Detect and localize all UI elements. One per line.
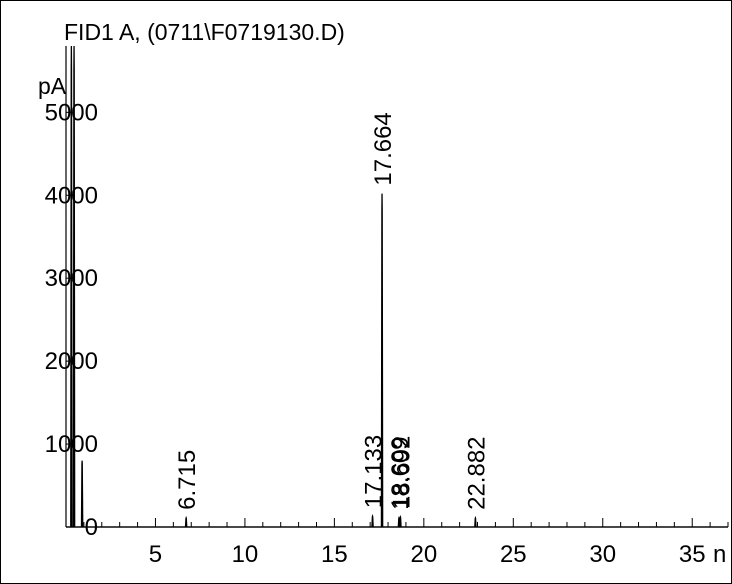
x-tick-label: 10 [232, 541, 259, 568]
x-ticks: 5 10 15 20 25 30 35 [83, 518, 729, 568]
y-axis-label: pA [38, 73, 67, 99]
peak-label: 22.882 [463, 436, 490, 509]
signal-trace [66, 45, 728, 528]
x-tick-label: 35 [679, 541, 706, 568]
peak-label: 18.609 [387, 436, 414, 509]
peak-label: 17.133 [361, 435, 388, 508]
peak-label: 6.715 [174, 450, 201, 510]
x-axis-unit-fragment: n [713, 541, 726, 568]
x-tick-label: 25 [500, 541, 527, 568]
x-tick-label: 20 [410, 541, 437, 568]
peak-label: 17.664 [370, 112, 397, 185]
x-tick-label: 30 [589, 541, 616, 568]
chart-title: FID1 A, (0711\F0719130.D) [64, 19, 345, 45]
peak-label: 18.692 [388, 436, 415, 509]
x-tick-label: 15 [321, 541, 348, 568]
x-tick-label: 5 [149, 541, 162, 568]
